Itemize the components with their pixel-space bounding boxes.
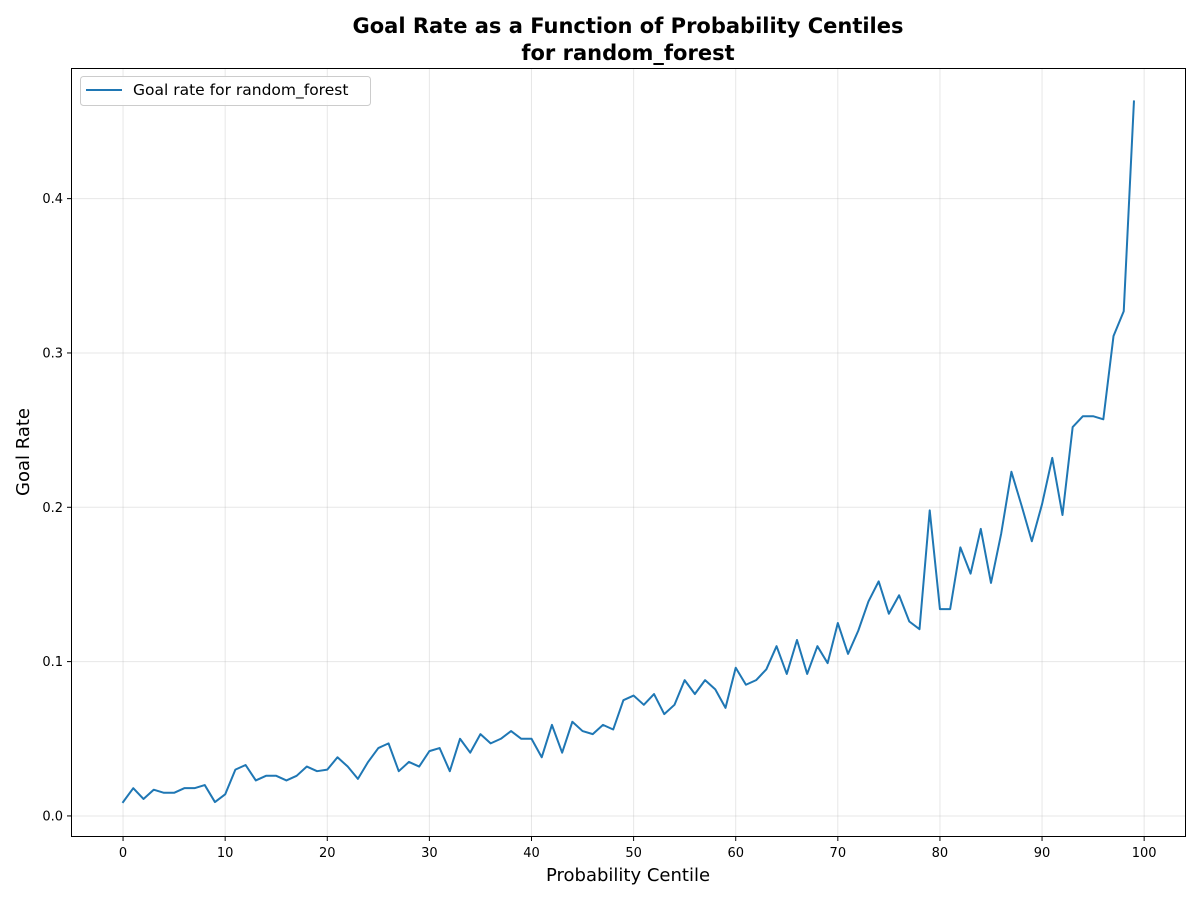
grid-lines [72,69,1185,836]
y-tick-label: 0.2 [42,501,63,516]
x-tick-label: 30 [421,846,438,861]
plot-frame [71,68,1186,837]
legend-box [80,76,371,106]
x-axis-label: Probability Centile [546,865,710,886]
x-axis-ticks: 0 10 20 30 40 50 60 70 80 90 100 [119,836,1157,861]
x-tick-label: 0 [119,846,127,861]
y-axis-label: Goal Rate [13,408,34,496]
x-tick-label: 40 [523,846,540,861]
y-tick-label: 0.3 [42,346,63,361]
x-tick-label: 50 [625,846,642,861]
legend-label: Goal rate for random_forest [133,81,348,100]
y-tick-label: 0.1 [42,655,63,670]
y-tick-label: 0.0 [42,809,63,824]
x-tick-label: 20 [319,846,336,861]
x-tick-label: 60 [727,846,744,861]
series-lines [121,100,1135,804]
series-line [121,100,1135,804]
chart-title-line2: for random_forest [521,41,734,65]
y-axis-ticks: 0.0 0.1 0.2 0.3 0.4 [42,192,72,824]
x-tick-label: 80 [932,846,949,861]
chart-title-line1: Goal Rate as a Function of Probability C… [352,14,903,38]
x-tick-label: 70 [830,846,847,861]
x-tick-label: 10 [217,846,234,861]
legend: Goal rate for random_forest [80,76,371,106]
y-tick-label: 0.4 [42,192,63,207]
x-tick-label: 100 [1132,846,1157,861]
x-tick-label: 90 [1034,846,1051,861]
